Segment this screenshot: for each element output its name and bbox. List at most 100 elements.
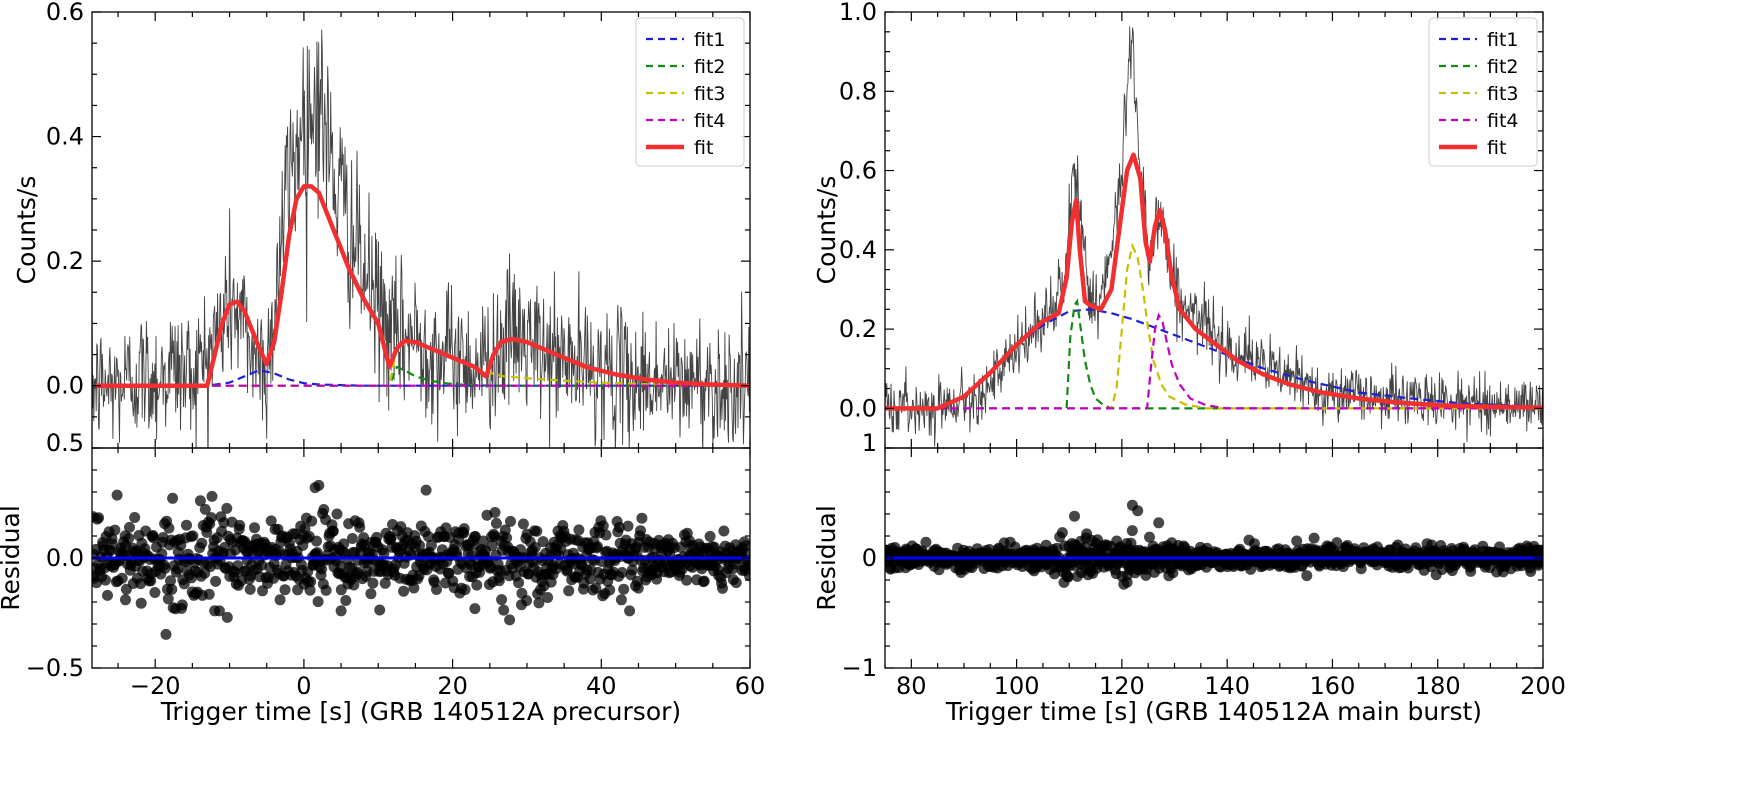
x-tick-label: 60 [735,672,766,700]
x-tick-label: 120 [1099,672,1145,700]
residual-point [156,548,168,560]
main-plot-area [92,29,750,448]
x-tick-label: 0 [296,672,311,700]
residual-point [533,597,545,609]
residual-y-tick-label: −1 [842,654,877,682]
residual-point [542,592,554,603]
residual-point [744,570,750,582]
series-fit1-line [937,308,1543,410]
x-tick-label: 200 [1520,672,1566,700]
x-tick-label: −20 [130,672,181,700]
panel-precursor: −20 0 20 40 60 0.0 0.2 0.4 0.6 −0.5 0.0 0.5 Trigger … [0,0,765,726]
residual-point [740,540,750,552]
ticks [884,11,1544,669]
residual-point [458,523,470,535]
residual-point [1355,563,1367,575]
residual-point [203,588,215,600]
residual-point [600,529,612,541]
residual-point [469,603,481,615]
residual-point [210,575,222,587]
y-tick-label: 0.0 [46,372,84,400]
residual-point [408,582,420,594]
legend-label-fit1: fit1 [694,29,726,51]
residual-point [632,582,644,594]
residual-point [498,604,510,616]
residual-point [159,562,171,574]
residual-point [1536,545,1543,556]
residual-point [312,596,324,608]
residual-point [730,577,742,589]
residual-point [422,531,434,542]
residual-point [459,584,471,596]
residual-point [135,597,147,609]
residual-point [1132,505,1144,517]
residual-point [613,521,625,533]
x-tick-label: 80 [896,672,927,700]
residual-point [256,559,268,571]
series-fit2-line [885,298,1543,410]
residual-y-tick-label: 0.5 [46,429,84,457]
y-tick-label: 0.4 [839,236,877,264]
residual-point [305,576,317,588]
y-tick-label: 0.2 [839,315,877,343]
residual-point [187,530,199,542]
legend-box [1428,17,1538,167]
legend-label-fit4: fit4 [1487,110,1519,132]
residual-point [604,584,616,596]
y-tick-label: 0.6 [839,157,877,185]
residual-point [618,583,630,595]
residual-point [501,532,513,544]
residual-y-tick-label: 1 [862,429,877,457]
legend-label-fit2: fit2 [1487,56,1519,78]
residual-point [327,525,339,537]
residual-point [531,525,543,537]
residual-point [1153,517,1165,529]
residual-point [379,577,391,589]
residual-point [279,584,291,596]
series-fit-line [885,152,1543,411]
residual-point [471,579,483,591]
residual-point [348,579,360,591]
residual-point [221,502,233,514]
x-tick-label: 100 [994,672,1040,700]
y-axis-title: Counts/s [812,176,841,285]
x-tick-label: 180 [1415,672,1461,700]
y-tick-label: 0.8 [839,77,877,105]
residual-point [371,531,383,543]
residual-point [124,521,135,533]
x-tick-label: 40 [586,672,617,700]
x-axis-title: Trigger time [s] (GRB 140512A precursor) [160,697,681,726]
residual-point [111,489,123,501]
residual-point [148,532,159,544]
legend: fit1 fit2 fit3 fit4 fit [1428,17,1538,167]
legend-label-fit2: fit2 [694,56,726,78]
series-fit3-line [885,242,1543,410]
residual-point [166,583,178,595]
residual-point [100,574,111,586]
series-fit-line [95,184,750,388]
residual-point [1291,535,1303,547]
residual-point [367,577,379,589]
legend: fit1 fit2 fit3 fit4 fit [635,17,745,167]
residual-point [414,540,426,551]
residual-point [584,573,596,585]
residual-y-tick-label: 0.0 [46,544,84,572]
residual-point [346,533,358,544]
residual-point [162,593,174,605]
residual-point [244,583,256,595]
series-data-line [885,26,1543,447]
residual-point [681,574,693,586]
residual-point [704,530,716,542]
y-tick-label: 0.6 [46,0,84,26]
legend-label-fit3: fit3 [1487,83,1519,105]
residual-point [209,605,221,617]
residual-point [1301,570,1313,582]
x-tick-label: 20 [437,672,468,700]
residual-point [194,495,206,507]
legend-label-fit4: fit4 [694,110,726,132]
residual-point [172,563,184,575]
residual-point [573,524,585,536]
residual-y-axis-title: Residual [0,505,25,611]
residual-point [234,519,246,531]
